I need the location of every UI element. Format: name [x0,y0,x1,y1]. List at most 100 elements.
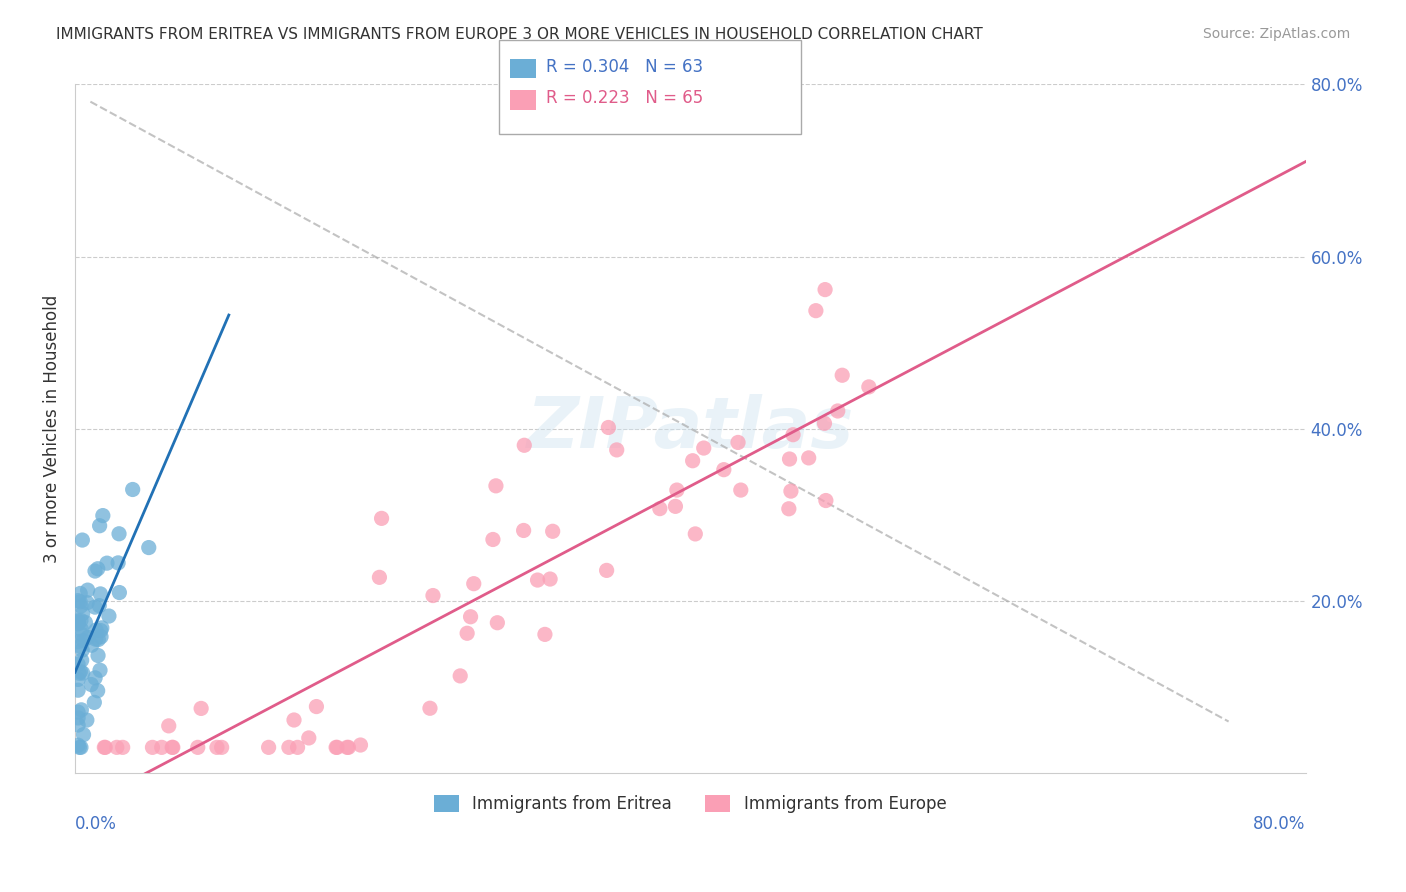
Point [685,527,707,541]
Point [449,669,471,683]
Point [121,483,143,497]
Point [513,438,536,452]
Point [456,626,478,640]
Point [779,452,801,467]
Point [337,740,360,755]
Point [419,701,441,715]
Point [287,740,309,755]
Point [67,666,90,681]
Point [648,501,671,516]
Point [87,632,110,647]
Point [72,533,94,547]
Point [89,587,111,601]
Point [298,731,321,745]
Point [187,740,209,755]
Text: 0.0%: 0.0% [75,814,117,832]
Point [67,705,90,719]
Point [76,596,98,610]
Point [84,671,107,685]
Point [84,564,107,578]
Text: IMMIGRANTS FROM ERITREA VS IMMIGRANTS FROM EUROPE 3 OR MORE VEHICLES IN HOUSEHOL: IMMIGRANTS FROM ERITREA VS IMMIGRANTS FR… [56,27,983,42]
Point [727,435,749,450]
Point [326,740,349,755]
Point [157,719,180,733]
Text: 80.0%: 80.0% [1253,814,1306,832]
Point [141,740,163,755]
Point [211,740,233,755]
Point [87,648,110,663]
Point [827,404,849,418]
Point [89,663,111,677]
Point [162,740,184,755]
Point [370,511,392,525]
Text: ZIPatlas: ZIPatlas [527,394,853,463]
Point [782,427,804,442]
Point [814,283,837,297]
Point [80,677,103,691]
Point [72,728,94,742]
Point [90,630,112,644]
Point [67,711,90,725]
Point [77,631,100,645]
Point [70,653,93,667]
Point [512,524,534,538]
Point [778,501,800,516]
Point [713,463,735,477]
Point [67,614,90,628]
Point [831,368,853,383]
Point [93,740,115,755]
Point [305,699,328,714]
Point [325,740,347,755]
Point [69,639,91,653]
Point [94,740,117,755]
Point [534,627,557,641]
Point [526,573,548,587]
Point [80,638,103,652]
Point [108,526,131,541]
Point [693,441,716,455]
Point [72,607,94,621]
Point [69,599,91,613]
Point [283,713,305,727]
Point [90,624,112,638]
Text: Source: ZipAtlas.com: Source: ZipAtlas.com [1202,27,1350,41]
Point [486,615,509,630]
Point [69,665,91,679]
Point [67,740,90,755]
Point [858,380,880,394]
Point [349,738,371,752]
Point [336,740,359,755]
Point [89,599,111,613]
Point [67,593,90,607]
Point [606,442,628,457]
Point [67,683,90,698]
Y-axis label: 3 or more Vehicles in Household: 3 or more Vehicles in Household [44,294,60,563]
Point [69,586,91,600]
Point [70,703,93,717]
Point [368,570,391,584]
Point [595,563,617,577]
Point [205,740,228,755]
Point [160,740,183,755]
Point [70,614,93,628]
Point [150,740,173,755]
Point [96,556,118,570]
Point [67,673,90,687]
Point [86,683,108,698]
Point [682,454,704,468]
Point [730,483,752,497]
Point [107,556,129,570]
Point [485,479,508,493]
Point [105,740,128,755]
Point [111,740,134,755]
Point [91,508,114,523]
Point [84,623,107,637]
Point [664,500,686,514]
Point [90,621,112,635]
Point [804,303,827,318]
Point [138,541,160,555]
Point [67,634,90,648]
Point [277,740,299,755]
Point [76,713,98,727]
Point [97,609,120,624]
